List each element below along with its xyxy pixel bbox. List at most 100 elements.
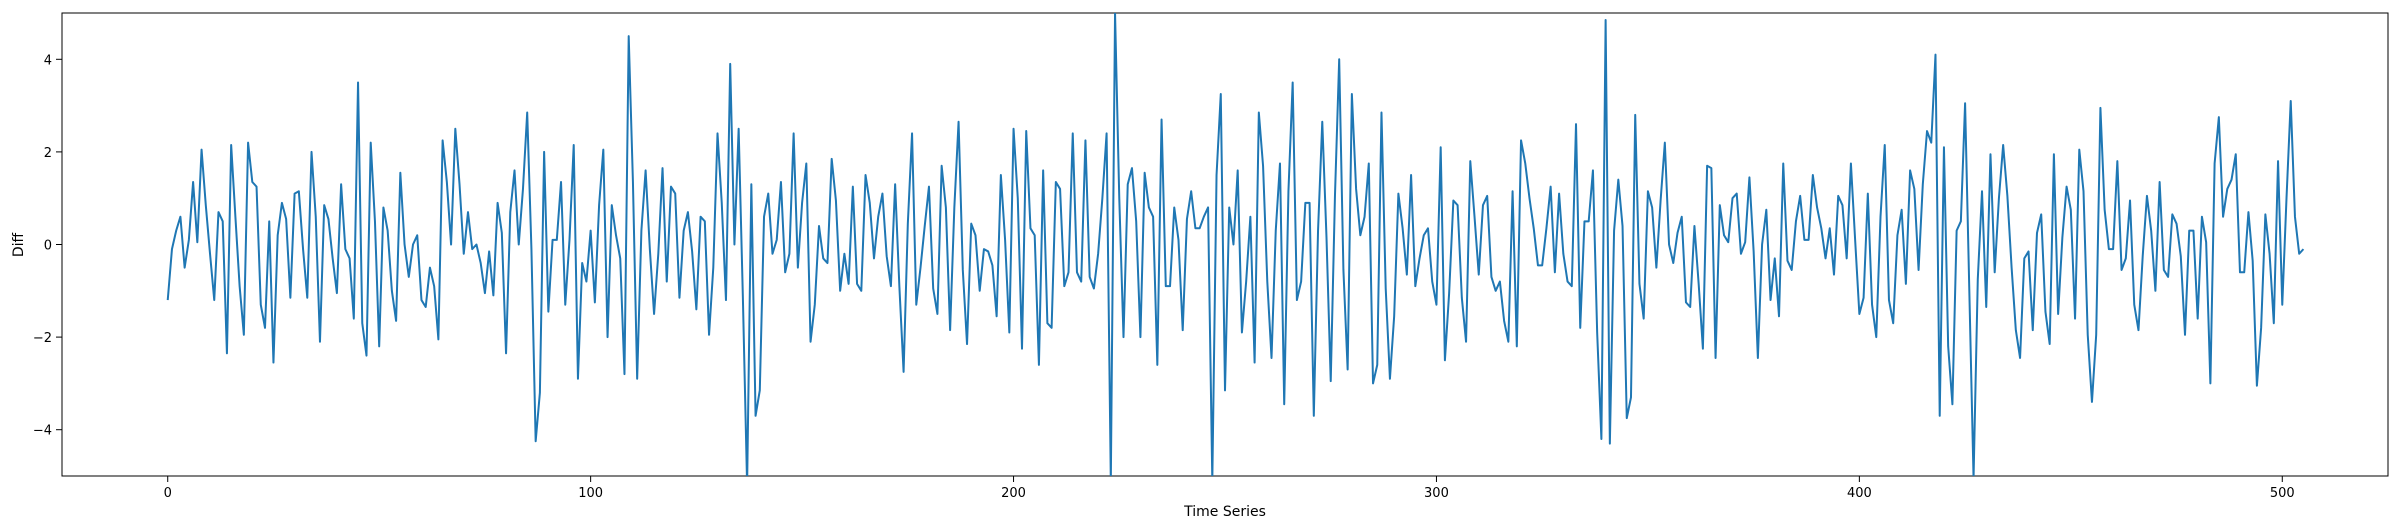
data-point: [184, 267, 186, 269]
data-point: [344, 248, 346, 250]
x-tick-label: 400: [1847, 486, 1872, 501]
data-point: [518, 244, 520, 246]
data-point: [1871, 304, 1873, 306]
data-point: [1148, 206, 1150, 208]
data-point: [1634, 114, 1636, 116]
data-point: [2235, 153, 2237, 155]
data-point: [1013, 128, 1015, 130]
data-point: [1765, 209, 1767, 211]
data-point: [1177, 239, 1179, 241]
data-point: [1909, 169, 1911, 171]
data-point: [1956, 230, 1958, 232]
data-point: [2053, 153, 2055, 155]
data-point: [1499, 281, 1501, 283]
data-point: [564, 304, 566, 306]
data-point: [1182, 329, 1184, 331]
data-point: [2074, 318, 2076, 320]
data-point: [404, 244, 406, 246]
data-point: [412, 244, 414, 246]
data-point: [1545, 227, 1547, 229]
data-point: [2061, 237, 2063, 239]
data-point: [2201, 216, 2203, 218]
data-point: [1748, 176, 1750, 178]
data-point: [370, 142, 372, 144]
data-point: [797, 267, 799, 269]
data-point: [2184, 334, 2186, 336]
data-point: [230, 144, 232, 146]
data-point: [1228, 206, 1230, 208]
data-point: [323, 204, 325, 206]
data-point: [1901, 209, 1903, 211]
data-point: [294, 193, 296, 195]
data-point: [983, 248, 985, 250]
data-point: [416, 234, 418, 236]
data-point: [454, 128, 456, 130]
data-point: [1330, 380, 1332, 382]
data-point: [1820, 227, 1822, 229]
data-point: [945, 206, 947, 208]
data-point: [2023, 257, 2025, 259]
data-point: [2294, 216, 2296, 218]
data-point: [594, 301, 596, 303]
data-point: [1647, 190, 1649, 192]
data-point: [1567, 281, 1569, 283]
data-point: [1271, 357, 1273, 359]
data-point: [1038, 364, 1040, 366]
data-point: [805, 162, 807, 164]
data-point: [1710, 167, 1712, 169]
data-point: [2040, 213, 2042, 215]
data-point: [2218, 116, 2220, 118]
data-point: [1888, 299, 1890, 301]
data-point: [543, 151, 545, 153]
data-point: [826, 262, 828, 264]
data-point: [860, 290, 862, 292]
data-point: [2036, 232, 2038, 234]
data-point: [547, 311, 549, 313]
data-point: [666, 281, 668, 283]
data-point: [1841, 204, 1843, 206]
data-point: [2205, 241, 2207, 243]
data-point: [1169, 285, 1171, 287]
data-point: [1583, 220, 1585, 222]
data-point: [1867, 193, 1869, 195]
data-point: [678, 297, 680, 299]
data-point: [1605, 19, 1607, 21]
data-point: [429, 267, 431, 269]
data-point: [1934, 54, 1936, 56]
data-point: [1808, 239, 1810, 241]
data-point: [1723, 234, 1725, 236]
data-point: [1880, 216, 1882, 218]
data-point: [1165, 285, 1167, 287]
data-point: [1258, 112, 1260, 114]
data-point: [1994, 271, 1996, 273]
data-point: [450, 244, 452, 246]
data-point: [171, 248, 173, 250]
data-point: [831, 158, 833, 160]
data-point: [260, 304, 262, 306]
data-point: [446, 181, 448, 183]
data-point: [1875, 336, 1877, 338]
data-point: [1410, 174, 1412, 176]
data-point: [1626, 417, 1628, 419]
data-point: [217, 211, 219, 213]
data-point: [2116, 160, 2118, 162]
data-point: [788, 253, 790, 255]
data-point: [1507, 341, 1509, 343]
data-point: [649, 248, 651, 250]
data-point: [712, 267, 714, 269]
data-point: [2146, 195, 2148, 197]
data-point: [2247, 211, 2249, 213]
data-point: [839, 290, 841, 292]
data-point: [268, 220, 270, 222]
data-point: [974, 234, 976, 236]
data-point: [1926, 130, 1928, 132]
data-point: [222, 220, 224, 222]
data-point: [691, 250, 693, 252]
data-point: [2121, 269, 2123, 271]
data-point: [365, 355, 367, 357]
data-point: [1161, 118, 1163, 120]
data-point: [1685, 301, 1687, 303]
data-point: [759, 389, 761, 391]
data-point: [1313, 415, 1315, 417]
data-point: [2142, 255, 2144, 257]
